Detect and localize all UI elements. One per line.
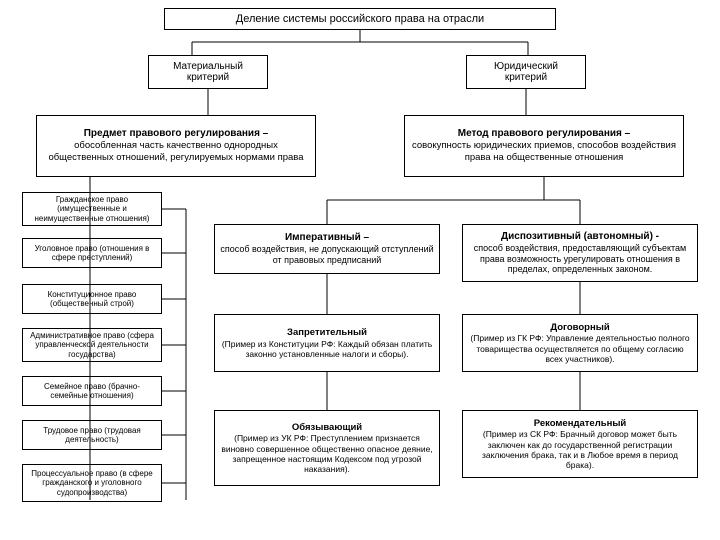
imperative-body: способ воздействия, не допускающий отсту… xyxy=(219,244,435,266)
recommendatory-body: (Пример из СК РФ: Брачный договор может … xyxy=(467,429,693,470)
subject-body: обособленная часть качественно однородны… xyxy=(41,140,311,164)
obligating-box: Обязывающий (Пример из УК РФ: Преступлен… xyxy=(214,410,440,486)
method-body: совокупность юридических приемов, способ… xyxy=(409,140,679,164)
criterion-material: Материальный критерий xyxy=(148,55,268,89)
obligating-body: (Пример из УК РФ: Преступлением признает… xyxy=(219,433,435,474)
branch-4-text: Семейное право (брачно-семейные отношени… xyxy=(27,382,157,400)
branch-6-text: Процессуальное право (в сфере гражданско… xyxy=(27,469,157,497)
dispositive-heading: Диспозитивный (автономный) - xyxy=(467,231,693,243)
obligating-heading: Обязывающий xyxy=(219,422,435,433)
dispositive-body: способ воздействия, предоставляющий субъ… xyxy=(467,243,693,275)
contractual-body: (Пример из ГК РФ: Управление деятельност… xyxy=(467,333,693,364)
branch-6: Процессуальное право (в сфере гражданско… xyxy=(22,464,162,502)
branch-3-text: Административное право (сфера управленче… xyxy=(27,331,157,359)
contractual-box: Договорный (Пример из ГК РФ: Управление … xyxy=(462,314,698,372)
criterion-legal-text: Юридический критерий xyxy=(471,61,581,83)
branch-5-text: Трудовое право (трудовая деятельность) xyxy=(27,426,157,444)
branch-3: Административное право (сфера управленче… xyxy=(22,328,162,362)
branch-4: Семейное право (брачно-семейные отношени… xyxy=(22,376,162,406)
imperative-box: Императивный – способ воздействия, не до… xyxy=(214,224,440,274)
branch-0: Гражданское право (имущественные и неиму… xyxy=(22,192,162,226)
subject-heading: Предмет правового регулирования – xyxy=(41,128,311,141)
prohibitive-box: Запретительный (Пример из Конституции РФ… xyxy=(214,314,440,372)
branch-2-text: Конституционное право (общественный стро… xyxy=(27,290,157,308)
branch-1: Уголовное право (отношения в сфере прест… xyxy=(22,238,162,268)
branch-0-text: Гражданское право (имущественные и неиму… xyxy=(27,195,157,223)
branch-2: Конституционное право (общественный стро… xyxy=(22,284,162,314)
method-heading: Метод правового регулирования – xyxy=(409,128,679,141)
branch-1-text: Уголовное право (отношения в сфере прест… xyxy=(27,244,157,262)
title-text: Деление системы российского права на отр… xyxy=(169,13,551,25)
recommendatory-heading: Рекомендательный xyxy=(467,418,693,429)
prohibitive-heading: Запретительный xyxy=(219,327,435,338)
method-box: Метод правового регулирования – совокупн… xyxy=(404,115,684,177)
recommendatory-box: Рекомендательный (Пример из СК РФ: Брачн… xyxy=(462,410,698,478)
contractual-heading: Договорный xyxy=(467,322,693,333)
criterion-legal: Юридический критерий xyxy=(466,55,586,89)
title-box: Деление системы российского права на отр… xyxy=(164,8,556,30)
imperative-heading: Императивный – xyxy=(219,232,435,244)
subject-box: Предмет правового регулирования – обособ… xyxy=(36,115,316,177)
dispositive-box: Диспозитивный (автономный) - способ возд… xyxy=(462,224,698,282)
prohibitive-body: (Пример из Конституции РФ: Каждый обязан… xyxy=(219,339,435,359)
criterion-material-text: Материальный критерий xyxy=(153,61,263,83)
branch-5: Трудовое право (трудовая деятельность) xyxy=(22,420,162,450)
